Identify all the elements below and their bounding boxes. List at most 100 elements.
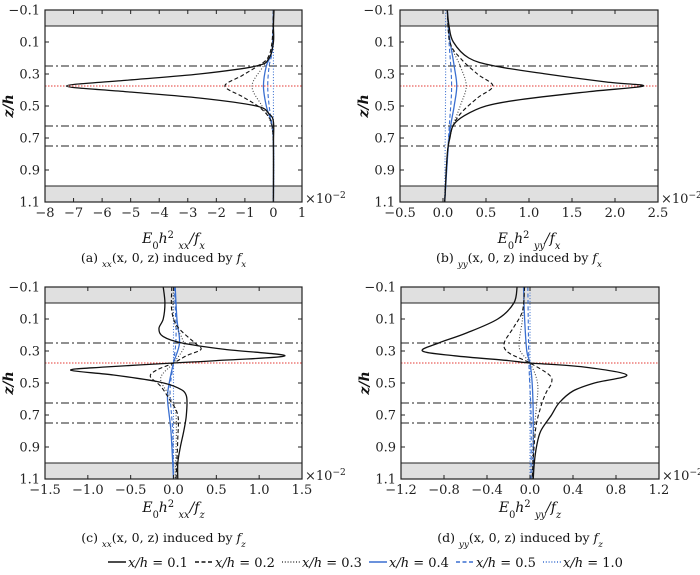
legend-label: x/h = 0.2 (215, 556, 275, 571)
y-tick-label: 1.1 (19, 473, 40, 488)
axis-multiplier: ×10−2 (305, 191, 346, 207)
series-line-0.1 (70, 287, 286, 479)
legend-item: x/h = 0.1 (108, 556, 188, 571)
y-tick-label: 0.9 (19, 441, 40, 456)
x-tick-label: 1.0 (249, 483, 270, 498)
y-tick-label: 1.1 (374, 196, 395, 211)
legend-label: x/h = 1.0 (563, 556, 623, 571)
series-line-0.3 (444, 10, 467, 202)
y-tick-label: 0.3 (19, 345, 40, 360)
y-tick-label: −0.1 (8, 4, 40, 19)
x-tick-label: −1 (235, 206, 254, 221)
y-tick-label: 0.1 (374, 36, 395, 51)
x-axis-label: E0h2 yy/fx (497, 230, 561, 252)
legend-label: x/h = 0.4 (389, 556, 449, 571)
y-tick-label: 0.1 (19, 36, 40, 51)
y-tick-label: 0.1 (19, 313, 40, 328)
subplot-d: −1.2 −0.8 −0.4 0.0 0.4 0.8 1.2 −0.1 0.1 0.3 0.5 0.7… (357, 281, 700, 551)
y-tick-label: 0.3 (19, 68, 40, 83)
subplot-c: −1.5 −1.0 −0.5 0.0 0.5 1.0 1.5 −0.1 0.1 0.3 0.5 0.7… (1, 281, 346, 551)
x-tick-label: −4 (150, 206, 169, 221)
y-tick-label: 0.3 (375, 345, 396, 360)
legend-item: x/h = 1.0 (543, 556, 623, 571)
series-line-0.1 (65, 10, 275, 202)
y-axis-label: z/h (1, 371, 17, 395)
y-tick-label: 1.1 (19, 196, 40, 211)
y-tick-label: 0.5 (374, 100, 395, 115)
series-line-0.2 (503, 287, 553, 479)
x-tick-label: −8 (35, 206, 54, 221)
x-axis-label: E0h2 yy/fz (498, 499, 562, 521)
legend: x/h = 0.1 x/h = 0.2 x/h = 0.3 x/h = 0.4 x/h … (108, 556, 623, 571)
series-line-0.1 (444, 10, 645, 202)
x-tick-label: 1.2 (649, 483, 670, 498)
series-line-0.5 (527, 287, 532, 479)
series-line-0.4 (166, 287, 181, 479)
y-tick-label: 0.7 (374, 132, 395, 147)
y-tick-label: 0.7 (375, 409, 396, 424)
subplot-caption: (d) yy(x, 0, z) induced by fz (437, 530, 603, 550)
y-tick-label: 0.9 (19, 164, 40, 179)
x-tick-label: 0.8 (606, 483, 627, 498)
x-tick-label: 0.0 (433, 206, 454, 221)
x-tick-label: −5 (121, 206, 140, 221)
x-tick-label: −0.4 (471, 483, 503, 498)
subplot-a: −8 −7 −6 −5 −4 −3 −2 −1 0 1 −0.1 0.1 0.3 0.5 0.7 0.9 1.1… (1, 4, 346, 271)
y-tick-label: 0.5 (375, 377, 396, 392)
plot-frame (399, 9, 659, 203)
y-tick-label: −0.1 (364, 281, 396, 296)
y-tick-label: 0.5 (19, 100, 40, 115)
series-line-0.1 (421, 287, 628, 479)
x-tick-label: 2.0 (605, 206, 626, 221)
subplot-caption: (b) yy(x, 0, z) induced by fx (436, 250, 602, 270)
series-line-0.2 (444, 10, 494, 202)
axis-multiplier: ×10−2 (305, 468, 346, 484)
legend-label: x/h = 0.3 (302, 556, 362, 571)
x-tick-label: 1 (298, 206, 306, 221)
y-tick-label: 0.1 (375, 313, 396, 328)
x-tick-label: 0 (269, 206, 277, 221)
legend-label: x/h = 0.5 (476, 556, 536, 571)
y-tick-label: 0.9 (375, 441, 396, 456)
x-tick-label: 1.5 (292, 483, 313, 498)
axis-multiplier: ×10−2 (662, 468, 700, 484)
y-tick-label: 0.7 (19, 132, 40, 147)
subplot-caption: (a) xx(x, 0, z) induced by fx (81, 250, 246, 270)
x-tick-label: −6 (93, 206, 112, 221)
subplot-caption: (c) xx(x, 0, z) induced by fz (81, 530, 246, 550)
axis-multiplier: ×10−2 (661, 191, 700, 207)
x-tick-label: 0.5 (206, 483, 227, 498)
x-tick-label: 1.5 (562, 206, 583, 221)
x-tick-label: −0.5 (384, 206, 416, 221)
legend-item: x/h = 0.2 (195, 556, 275, 571)
subplot-b: −0.5 0.0 0.5 1.0 1.5 2.0 2.5 −0.1 0.1 0.3 0.5 0.7 0.… (356, 4, 700, 271)
x-tick-label: −0.8 (428, 483, 460, 498)
y-tick-label: 0.5 (19, 377, 40, 392)
x-tick-label: 0.5 (476, 206, 497, 221)
x-axis-label: E0h2 xx/fz (141, 499, 205, 521)
legend-item: x/h = 0.5 (456, 556, 536, 571)
y-tick-label: −0.1 (363, 4, 395, 19)
x-tick-label: 0.0 (163, 483, 184, 498)
x-tick-label: −0.5 (115, 483, 147, 498)
legend-item: x/h = 0.3 (282, 556, 362, 571)
y-tick-label: 0.3 (374, 68, 395, 83)
y-axis-label: z/h (356, 94, 372, 118)
legend-item: x/h = 0.4 (369, 556, 449, 571)
x-tick-label: 0.0 (520, 483, 541, 498)
shaded-band (44, 185, 303, 203)
x-tick-label: −7 (64, 206, 83, 221)
x-axis-label: E0h2 xx/fx (141, 230, 205, 252)
y-tick-label: 0.9 (374, 164, 395, 179)
series-line-0.3 (518, 287, 539, 479)
x-tick-label: 2.5 (648, 206, 669, 221)
x-tick-label: −1.5 (29, 483, 61, 498)
legend-label: x/h = 0.1 (128, 556, 188, 571)
y-tick-label: 0.7 (19, 409, 40, 424)
series-line-0.2 (224, 10, 275, 202)
x-tick-label: −2 (207, 206, 226, 221)
x-tick-label: 1.0 (519, 206, 540, 221)
x-tick-label: −1.2 (385, 483, 417, 498)
plot-frame (44, 9, 303, 203)
y-axis-label: z/h (1, 94, 17, 118)
